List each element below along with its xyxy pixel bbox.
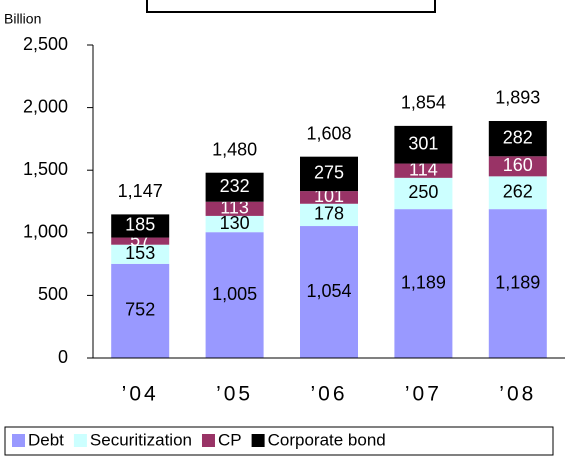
y-tick-label: 2,000: [23, 96, 68, 116]
legend-label: Securitization: [90, 430, 192, 449]
data-label: 160: [503, 155, 533, 175]
x-tick-label: ’05: [216, 383, 253, 406]
bar-segment: [488, 209, 547, 358]
legend-label: Debt: [28, 430, 64, 449]
bar-segment: [111, 263, 170, 358]
bar-segment: [394, 125, 453, 164]
y-tick-label: 1,000: [23, 222, 68, 242]
bar-segment: [205, 172, 264, 202]
data-label: 232: [220, 176, 250, 196]
data-label: 275: [314, 163, 344, 183]
data-label: 153: [125, 243, 155, 263]
legend-swatch: [73, 434, 87, 447]
data-label: 262: [503, 181, 533, 201]
bar-segment: [205, 201, 264, 216]
bar-segment: [300, 156, 358, 192]
y-tick-label: 1,500: [23, 159, 68, 179]
bar-segment: [394, 209, 453, 358]
legend-box: [4, 426, 554, 456]
bar-segment: [488, 120, 547, 157]
bar-segment: [394, 163, 453, 178]
x-tick-label: ’04: [122, 383, 159, 406]
legend-swatch: [251, 434, 265, 447]
x-tick-label: ’06: [310, 383, 347, 406]
data-label: 282: [503, 127, 533, 147]
data-label: 250: [408, 182, 438, 202]
legend-label: CP: [218, 430, 242, 449]
title-box: [146, 0, 436, 13]
bar-segment: [488, 156, 547, 177]
data-label: 114: [409, 159, 438, 179]
legend-swatch: [201, 434, 215, 447]
bar-segment: [300, 191, 358, 204]
data-label: 185: [125, 215, 155, 235]
data-label: 752: [125, 300, 155, 320]
data-label: 301: [408, 133, 438, 153]
data-label: 1,189: [401, 272, 446, 292]
data-label: 101: [314, 186, 344, 206]
data-label: 113: [220, 198, 249, 218]
bar-segment: [111, 244, 170, 264]
total-label: 1,147: [118, 181, 163, 201]
bar-segment: [300, 203, 358, 227]
bar-segment: [205, 215, 264, 233]
total-label: 1,608: [306, 123, 351, 143]
bar-segment: [394, 177, 453, 210]
bar-segment: [488, 176, 547, 210]
x-tick-label: ’07: [405, 383, 442, 406]
data-label: 1,054: [306, 281, 351, 301]
y-tick-label: 2,500: [23, 34, 68, 54]
data-label: 1,005: [212, 284, 257, 304]
y-tick-label: 500: [38, 284, 68, 304]
x-tick-label: ’08: [499, 383, 536, 406]
data-label: 178: [314, 204, 344, 224]
bar-segment: [205, 232, 264, 358]
legend-label: Corporate bond: [268, 430, 386, 449]
bar-segment: [300, 226, 358, 358]
total-label: 1,480: [212, 139, 257, 159]
total-label: 1,893: [495, 88, 540, 108]
data-label: 1,189: [495, 272, 540, 292]
y-tick-label: 0: [58, 347, 68, 367]
bar-segment: [111, 214, 170, 238]
data-label: 130: [220, 213, 250, 233]
total-label: 1,854: [401, 93, 446, 113]
legend-swatch: [12, 434, 25, 447]
bar-segment: [111, 237, 170, 245]
y-axis-label: Billion: [4, 11, 41, 27]
